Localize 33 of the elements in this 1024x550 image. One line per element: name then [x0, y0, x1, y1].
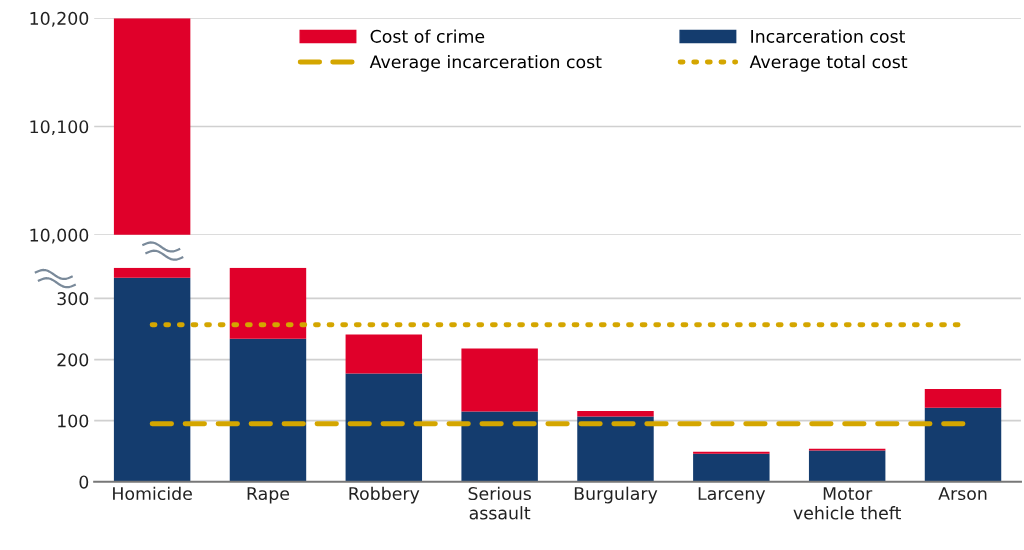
y-tick-label: 0 — [79, 475, 89, 489]
bar — [924, 407, 1002, 482]
bar — [345, 334, 423, 374]
bar — [808, 450, 886, 482]
y-tick-label: 10,200 — [30, 11, 89, 27]
legend-label: Cost of crime — [370, 29, 485, 43]
bar — [229, 267, 307, 339]
x-tick-label: Motor vehicle theft — [793, 487, 901, 520]
x-tick-label: Robbery — [349, 486, 420, 504]
y-tick-label: 200 — [57, 353, 89, 367]
x-tick-label: Rape — [247, 487, 290, 504]
y-tick-label: 10,000 — [30, 228, 89, 244]
x-tick-label: Serious assault — [468, 486, 531, 520]
y-tick-label: 300 — [57, 292, 89, 306]
bar — [229, 338, 307, 482]
legend-label: Average incarceration cost — [369, 54, 602, 72]
bar — [345, 373, 423, 482]
legend-label: Incarceration cost — [751, 29, 906, 43]
y-tick-label: 100 — [58, 414, 89, 428]
y-tick-label: 10,100 — [30, 120, 89, 136]
bar — [113, 277, 191, 482]
bar — [577, 416, 654, 482]
x-tick-label: Homicide — [113, 486, 192, 501]
bar — [924, 388, 1002, 408]
bar — [577, 410, 654, 417]
bar — [461, 348, 538, 412]
legend-label: Average total cost — [749, 54, 908, 72]
bar — [113, 267, 191, 278]
x-tick-label: Burgulary — [574, 486, 658, 504]
x-tick-label: Larceny — [698, 487, 766, 504]
x-tick-label: Arson — [938, 487, 987, 501]
bar — [461, 411, 538, 482]
bar — [693, 453, 770, 482]
